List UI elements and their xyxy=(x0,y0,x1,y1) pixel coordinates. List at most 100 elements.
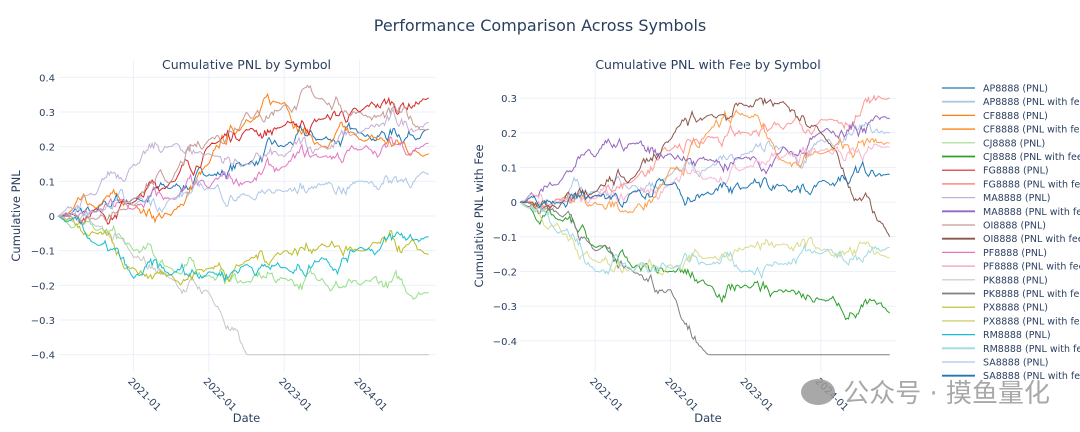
legend-label: PX8888 (PNL) xyxy=(983,303,1048,314)
series-line-pk8888 xyxy=(519,201,890,356)
legend-item[interactable]: CJ8888 (PNL with fee) xyxy=(942,152,1080,163)
y-tick-label: 0.3 xyxy=(39,108,55,119)
legend-label: RM8888 (PNL) xyxy=(983,330,1051,341)
x-axis-title: Date xyxy=(233,411,261,425)
series-line-sa8888 xyxy=(519,160,890,209)
legend-label: PF8888 (PNL with fee) xyxy=(983,262,1080,273)
y-tick-label: 0.1 xyxy=(39,177,55,188)
wechat-icon xyxy=(801,378,836,405)
subplot-title: Cumulative PNL by Symbol xyxy=(162,57,331,72)
subplot-2: Cumulative PNL with Fee by Symbol 0.3 0.2 0… xyxy=(472,57,896,425)
legend-item[interactable]: PK8888 (PNL with fee) xyxy=(942,289,1080,300)
legend-label: PX8888 (PNL with fee) xyxy=(983,316,1080,327)
legend-item[interactable]: AP8888 (PNL) xyxy=(942,84,1048,95)
x-tick-label: 2024-01 xyxy=(351,376,388,413)
y-tick-label: −0.2 xyxy=(493,267,517,278)
series-line-oi8888 xyxy=(519,97,891,238)
legend-label: SA8888 (PNL with fee) xyxy=(983,371,1080,382)
y-tick-label: −0.3 xyxy=(493,302,517,313)
legend-item[interactable]: PF8888 (PNL with fee) xyxy=(942,262,1080,273)
legend-label: SA8888 (PNL) xyxy=(983,358,1048,369)
y-axis-title: Cumulative PNL xyxy=(9,170,23,262)
legend-label: PK8888 (PNL with fee) xyxy=(983,289,1080,300)
x-tick-label: 2021-01 xyxy=(125,376,162,413)
subplot-title: Cumulative PNL with Fee by Symbol xyxy=(595,57,820,72)
y-tick-label: −0.2 xyxy=(31,281,55,292)
series-line-pf8888 xyxy=(57,135,429,219)
legend[interactable]: AP8888 (PNL) AP8888 (PNL with fee) CF8888 … xyxy=(942,84,1080,383)
legend-label: CF8888 (PNL) xyxy=(983,111,1048,122)
series-line-fg8888 xyxy=(58,96,429,225)
series-line-cj8888 xyxy=(57,215,429,300)
legend-label: MA8888 (PNL) xyxy=(983,193,1050,204)
legend-item[interactable]: CF8888 (PNL) xyxy=(942,111,1048,122)
legend-item[interactable]: AP8888 (PNL with fee) xyxy=(942,97,1080,108)
legend-label: OI8888 (PNL with fee) xyxy=(983,234,1080,245)
x-axis-title: Date xyxy=(694,411,722,425)
legend-item[interactable]: RM8888 (PNL with fee) xyxy=(942,344,1080,355)
legend-item[interactable]: RM8888 (PNL) xyxy=(942,330,1051,341)
series-line-ap8888 xyxy=(519,121,890,216)
watermark: 公众号 · 摸鱼量化 xyxy=(801,373,1050,410)
x-tick-label: 2023-01 xyxy=(737,376,774,413)
legend-label: AP8888 (PNL) xyxy=(983,84,1048,95)
legend-item[interactable]: OI8888 (PNL with fee) xyxy=(942,234,1080,245)
legend-item[interactable]: SA8888 (PNL) xyxy=(942,358,1048,369)
legend-label: CJ8888 (PNL) xyxy=(983,138,1045,149)
y-tick-label: 0.2 xyxy=(39,143,55,154)
legend-label: PF8888 (PNL) xyxy=(983,248,1047,259)
y-axis-title: Cumulative PNL with Fee xyxy=(472,144,486,287)
legend-item[interactable]: MA8888 (PNL with fee) xyxy=(942,207,1080,218)
y-tick-label: 0.4 xyxy=(39,73,55,84)
legend-item[interactable]: OI8888 (PNL) xyxy=(942,221,1046,232)
series-line-ap8888 xyxy=(57,121,429,217)
legend-label: MA8888 (PNL with fee) xyxy=(983,207,1080,218)
y-tick-label: −0.4 xyxy=(493,337,517,348)
series-line-pk8888 xyxy=(57,211,429,356)
legend-item[interactable]: FG8888 (PNL) xyxy=(942,166,1049,177)
legend-label: FG8888 (PNL with fee) xyxy=(983,179,1080,190)
y-tick-label: 0 xyxy=(49,212,55,223)
subplot-1: Cumulative PNL by Symbol 0.4 0.3 0.2 0.1 0 −0.… xyxy=(9,57,435,425)
x-tick-label: 2021-01 xyxy=(587,376,624,413)
legend-label: PK8888 (PNL) xyxy=(983,275,1048,286)
series-line-ma8888 xyxy=(519,115,890,203)
y-tick-label: 0.2 xyxy=(501,129,517,140)
series-line-cj8888 xyxy=(519,201,891,321)
series-line-rm8888 xyxy=(519,201,890,280)
legend-item[interactable]: PX8888 (PNL with fee) xyxy=(942,316,1080,327)
x-tick-label: 2022-01 xyxy=(201,376,238,413)
legend-item[interactable]: CJ8888 (PNL) xyxy=(942,138,1045,149)
legend-label: RM8888 (PNL with fee) xyxy=(983,344,1080,355)
y-tick-label: −0.1 xyxy=(31,247,55,258)
series-line-sa8888 xyxy=(58,171,429,217)
legend-item[interactable]: MA8888 (PNL) xyxy=(942,193,1050,204)
legend-item[interactable]: FG8888 (PNL with fee) xyxy=(942,179,1080,190)
series-line-oi8888 xyxy=(57,84,429,226)
legend-item[interactable]: SA8888 (PNL with fee) xyxy=(942,371,1080,382)
figure-title: Performance Comparison Across Symbols xyxy=(374,16,707,35)
legend-label: CJ8888 (PNL with fee) xyxy=(983,152,1080,163)
y-tick-label: −0.4 xyxy=(31,351,55,362)
y-tick-label: −0.1 xyxy=(493,233,517,244)
series-line-ma8888 xyxy=(57,107,429,217)
legend-label: OI8888 (PNL) xyxy=(983,221,1046,232)
x-tick-label: 2023-01 xyxy=(276,376,313,413)
legend-item[interactable]: PF8888 (PNL) xyxy=(942,248,1047,259)
y-tick-label: −0.3 xyxy=(31,316,55,327)
series-line-pf8888 xyxy=(519,143,890,207)
legend-label: CF8888 (PNL with fee) xyxy=(983,125,1080,136)
legend-label: AP8888 (PNL with fee) xyxy=(983,97,1080,108)
x-tick-label: 2022-01 xyxy=(662,376,699,413)
y-tick-label: 0.1 xyxy=(501,163,517,174)
legend-item[interactable]: CF8888 (PNL with fee) xyxy=(942,125,1080,136)
y-tick-label: 0 xyxy=(511,198,517,209)
series-line-cf8888 xyxy=(520,109,890,214)
series-line-rm8888 xyxy=(57,215,429,283)
legend-item[interactable]: PK8888 (PNL) xyxy=(942,275,1048,286)
watermark-text: 公众号 · 摸鱼量化 xyxy=(843,379,1050,409)
legend-item[interactable]: PX8888 (PNL) xyxy=(942,303,1048,314)
legend-label: FG8888 (PNL) xyxy=(983,166,1049,177)
